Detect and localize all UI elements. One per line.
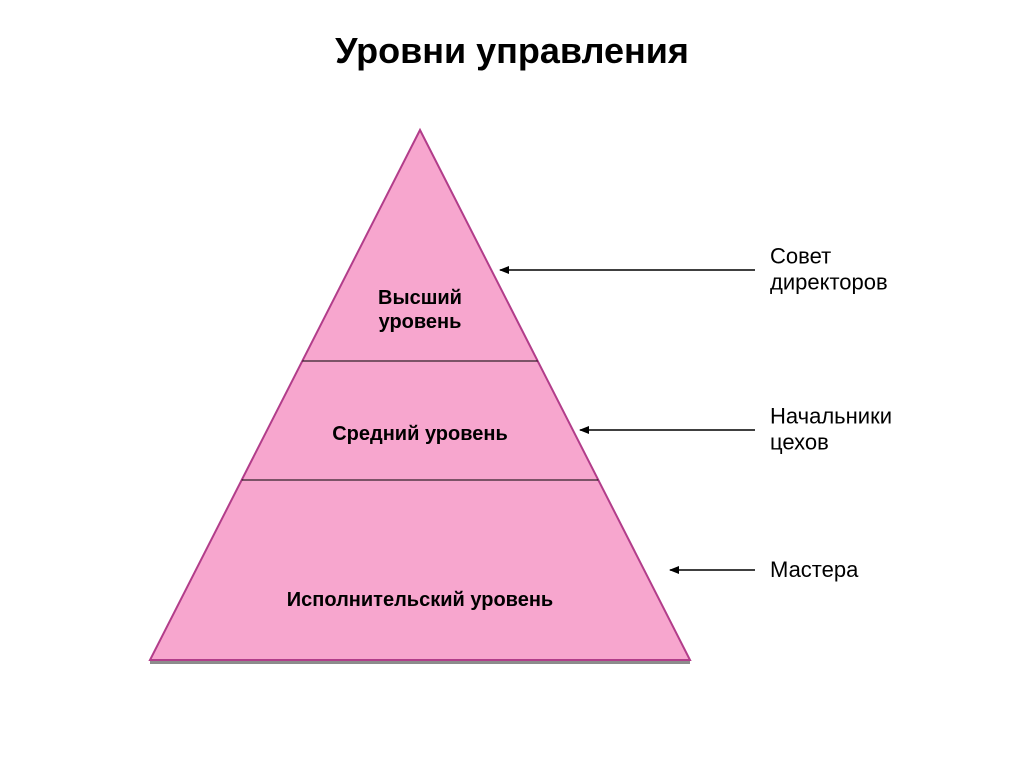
slide-canvas: { "slide": { "title": "Уровни управления… (0, 0, 1024, 767)
level-label-bottom: Исполнительский уровень (287, 588, 553, 612)
level-label-middle: Средний уровень (332, 422, 508, 446)
side-label-top: Совет директоров (770, 244, 888, 297)
level-label-top: Высший уровень (378, 286, 462, 334)
side-label-middle: Начальники цехов (770, 404, 892, 457)
pyramid-triangle (150, 130, 690, 660)
pyramid-svg (0, 0, 1024, 767)
side-label-bottom: Мастера (770, 557, 858, 583)
